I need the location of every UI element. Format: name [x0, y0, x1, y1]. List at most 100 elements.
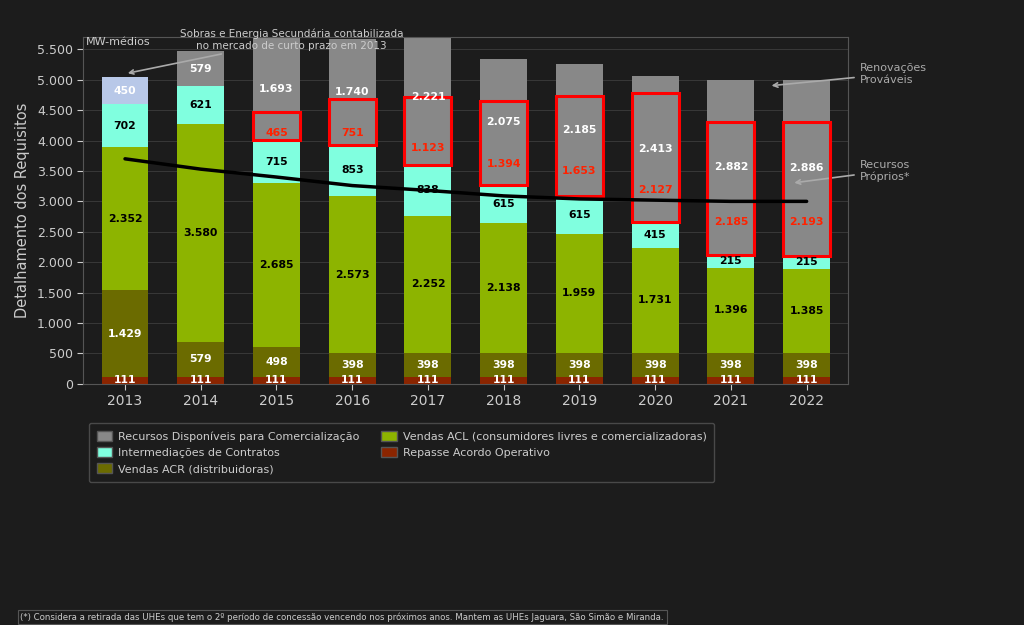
Bar — [404, 352, 452, 377]
Bar — [329, 144, 376, 196]
Text: 615: 615 — [493, 199, 515, 209]
Bar — [556, 64, 603, 196]
Bar — [253, 377, 300, 384]
Text: 1.429: 1.429 — [108, 329, 142, 339]
Bar — [783, 256, 830, 269]
Bar — [101, 377, 148, 384]
Bar — [329, 99, 376, 144]
Text: 715: 715 — [265, 157, 288, 167]
Text: 838: 838 — [417, 186, 439, 196]
Text: 3.580: 3.580 — [183, 228, 218, 238]
Bar — [783, 122, 830, 256]
Bar — [404, 216, 452, 352]
Bar — [404, 377, 452, 384]
Bar — [253, 347, 300, 377]
Text: Recursos
Próprios*: Recursos Próprios* — [796, 160, 910, 184]
Text: 1.740: 1.740 — [335, 87, 370, 97]
Bar — [480, 59, 527, 186]
Bar — [480, 101, 527, 186]
Bar — [556, 377, 603, 384]
Bar — [253, 37, 300, 140]
Text: 498: 498 — [265, 357, 288, 367]
Text: 2.685: 2.685 — [259, 260, 294, 270]
Bar — [632, 76, 679, 222]
Text: 111: 111 — [265, 375, 288, 385]
Text: 2.573: 2.573 — [335, 269, 370, 279]
Text: 111: 111 — [341, 375, 364, 385]
Text: Sobras e Energia Secundária contabilizada
no mercado de curto prazo em 2013: Sobras e Energia Secundária contabilizad… — [130, 29, 403, 74]
Text: 1.396: 1.396 — [714, 306, 749, 316]
Text: 2.185: 2.185 — [562, 125, 597, 135]
Bar — [329, 39, 376, 144]
Text: 465: 465 — [265, 128, 288, 138]
Text: 111: 111 — [493, 375, 515, 385]
Bar — [404, 165, 452, 216]
Text: 2.352: 2.352 — [108, 214, 142, 224]
Bar — [632, 248, 679, 352]
Text: 398: 398 — [644, 360, 667, 370]
Text: 398: 398 — [341, 360, 364, 370]
Bar — [480, 377, 527, 384]
Bar — [632, 222, 679, 248]
Bar — [253, 112, 300, 140]
Bar — [329, 196, 376, 352]
Text: 579: 579 — [189, 354, 212, 364]
Text: 2.221: 2.221 — [411, 92, 445, 103]
Bar — [177, 124, 224, 342]
Text: 111: 111 — [568, 375, 591, 385]
Text: 1.653: 1.653 — [562, 166, 597, 176]
Text: 2.882: 2.882 — [714, 162, 749, 172]
Legend: Recursos Disponíveis para Comercialização, Intermediações de Contratos, Vendas A: Recursos Disponíveis para Comercializaçã… — [89, 423, 714, 482]
Text: 1.959: 1.959 — [562, 288, 597, 298]
Bar — [101, 77, 148, 104]
Text: 398: 398 — [493, 360, 515, 370]
Text: 215: 215 — [796, 257, 818, 267]
Bar — [708, 377, 755, 384]
Text: 2.413: 2.413 — [638, 144, 673, 154]
Text: 853: 853 — [341, 166, 364, 176]
Bar — [101, 147, 148, 290]
Text: 415: 415 — [644, 230, 667, 240]
Bar — [253, 140, 300, 184]
Text: 2.075: 2.075 — [486, 118, 521, 127]
Bar — [253, 184, 300, 347]
Text: 2.252: 2.252 — [411, 279, 445, 289]
Bar — [708, 255, 755, 268]
Bar — [101, 290, 148, 377]
Bar — [708, 268, 755, 352]
Text: 111: 111 — [644, 375, 667, 385]
Bar — [480, 352, 527, 377]
Bar — [101, 104, 148, 147]
Bar — [783, 269, 830, 352]
Bar — [177, 342, 224, 377]
Text: 2.193: 2.193 — [790, 217, 824, 227]
Bar — [404, 30, 452, 165]
Text: 111: 111 — [417, 375, 439, 385]
Text: Renovações
Prováveis: Renovações Prováveis — [773, 63, 927, 88]
Text: 398: 398 — [796, 360, 818, 370]
Text: 1.731: 1.731 — [638, 295, 673, 305]
Text: 2.886: 2.886 — [790, 163, 824, 173]
Text: 579: 579 — [189, 64, 212, 74]
Text: 111: 111 — [189, 375, 212, 385]
Bar — [329, 352, 376, 377]
Text: 111: 111 — [796, 375, 818, 385]
Bar — [404, 97, 452, 165]
Bar — [783, 352, 830, 377]
Bar — [556, 352, 603, 377]
Bar — [783, 377, 830, 384]
Text: 215: 215 — [720, 256, 742, 266]
Text: 751: 751 — [341, 128, 364, 138]
Bar — [556, 196, 603, 234]
Bar — [632, 352, 679, 377]
Bar — [632, 377, 679, 384]
Text: MW-médios: MW-médios — [86, 37, 151, 47]
Bar — [708, 80, 755, 255]
Bar — [708, 122, 755, 255]
Text: 1.394: 1.394 — [486, 159, 521, 169]
Text: 702: 702 — [114, 121, 136, 131]
Text: 615: 615 — [568, 210, 591, 220]
Bar — [329, 377, 376, 384]
Bar — [632, 93, 679, 222]
Bar — [177, 377, 224, 384]
